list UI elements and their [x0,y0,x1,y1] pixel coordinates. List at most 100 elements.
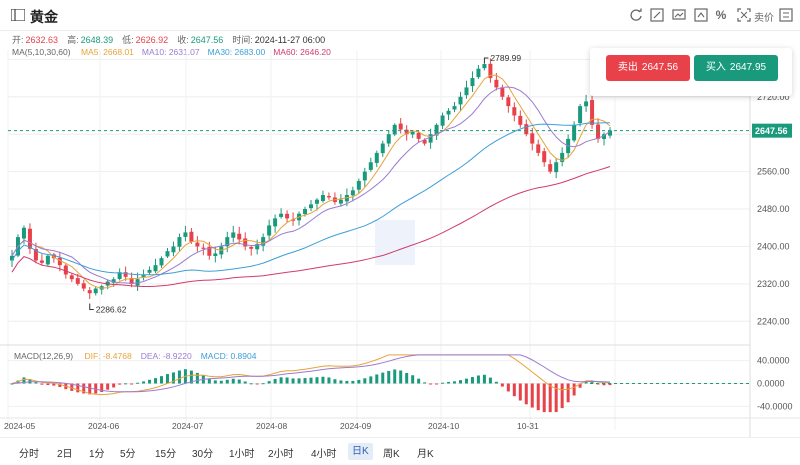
screenshot-icon[interactable] [672,8,686,22]
ohlc-value: 2648.39 [80,35,114,45]
candle-body [608,130,612,136]
macd-bar [518,383,522,401]
candle-body [129,278,134,284]
ma-value: MA30: 2683.00 [207,47,266,57]
candle-body [195,242,200,247]
candle-body [45,255,50,265]
indicator-icon[interactable] [694,8,708,22]
refresh-icon[interactable] [629,8,643,22]
macd-bar [327,377,331,384]
timeframe-5[interactable]: 30分 [192,449,214,460]
draw-icon[interactable] [650,8,664,22]
percent-icon[interactable]: % [715,8,727,22]
macd-value: DIF: -8.4768 [84,351,132,361]
macd-bar [441,382,445,384]
date-tick: 2024-10 [428,421,459,431]
macd-bar [249,383,253,385]
macd-bar [106,383,110,390]
candle-body [392,124,397,135]
candle-body [291,219,296,221]
timeframe-1[interactable]: 2日 [57,449,73,460]
timeframe-10[interactable]: 周K [383,449,400,460]
candle-body [303,209,308,215]
macd-bar [560,383,564,409]
timeframe-9[interactable]: 日K [348,443,373,460]
macd-bar [231,378,235,384]
ma-value: MA60: 2646.20 [273,47,331,57]
candle-body [578,106,583,124]
price-tick: 2720.00 [757,92,790,102]
macd-bar [207,378,211,384]
macd-tick: -40.0000 [757,401,793,411]
macd-bar [453,381,457,384]
candle-body [386,134,391,144]
macd-bar [363,378,367,384]
macd-bar [171,372,175,384]
candle-body [267,225,272,236]
timeframe-2[interactable]: 1分 [89,449,105,460]
macd-bar [464,378,468,384]
candle-body [524,124,529,135]
candle-body [69,275,74,280]
fullscreen-icon[interactable] [737,8,751,22]
macd-bar [285,377,289,384]
macd-bar [10,383,14,385]
candle-body [231,232,236,238]
timeframe-7[interactable]: 2小时 [268,449,294,460]
ohlc-label: 收: [177,35,189,45]
candle-body [117,272,122,279]
macd-bar [225,379,229,384]
candle-body [338,199,343,204]
title-bar: 黄金 % 卖价 [0,0,800,31]
ma5-line [11,74,611,289]
macd-bar [459,380,462,384]
candle-body [165,251,170,257]
candle-body [285,213,290,219]
macd-bar [58,383,62,387]
price-tick: 2480.00 [757,204,790,214]
macd-bar [470,377,474,384]
macd-bar [566,383,570,403]
compare-label[interactable]: 卖价 [754,13,774,24]
candle-body [51,254,56,259]
buy-button[interactable]: 买入 2647.95 [694,55,778,81]
low-label: 2286.62 [96,304,127,314]
settings-icon[interactable] [779,8,793,22]
candle-body [10,255,14,261]
ohlc-label: 低: [122,35,134,45]
low-marker [89,303,94,310]
date-tick: 2024-06 [88,421,119,431]
macd-bar [423,382,427,384]
macd-bar [369,376,373,384]
macd-legend: MACD(12,26,9) DIF: -8.4768 DEA: -8.9220 MA… [14,351,274,361]
macd-bar [584,381,588,384]
macd-bar [488,377,492,384]
macd-bar [429,383,433,385]
timeframe-6[interactable]: 1小时 [229,449,255,460]
price-chart[interactable]: 2800.002720.002640.002560.002480.002400.… [0,30,800,437]
candle-body [314,199,319,204]
timeframe-4[interactable]: 15分 [155,449,177,460]
macd-bar [130,383,134,385]
timeframe-0[interactable]: 分时 [19,449,39,460]
macd-bar [213,380,217,384]
timeframe-11[interactable]: 月K [417,449,434,460]
candle-body [81,283,86,289]
candle-body [530,133,535,144]
ohlc-label: 时间: [232,35,253,45]
candle-body [398,123,403,130]
candle-body [428,134,433,143]
timeframe-8[interactable]: 4小时 [311,449,337,460]
ohlc-value: 2647.56 [190,35,224,45]
macd-bar [70,383,74,391]
timeframe-3[interactable]: 5分 [120,449,136,460]
ma-value: MA5: 2668.01 [80,47,134,57]
candle-body [374,152,379,163]
macd-bar [40,383,44,385]
candle-body [279,213,284,217]
menu-icon[interactable] [11,9,25,21]
sell-button[interactable]: 卖出 2647.56 [606,55,690,81]
macd-bar [237,379,241,384]
candle-body [27,228,32,249]
candle-body [87,290,92,294]
